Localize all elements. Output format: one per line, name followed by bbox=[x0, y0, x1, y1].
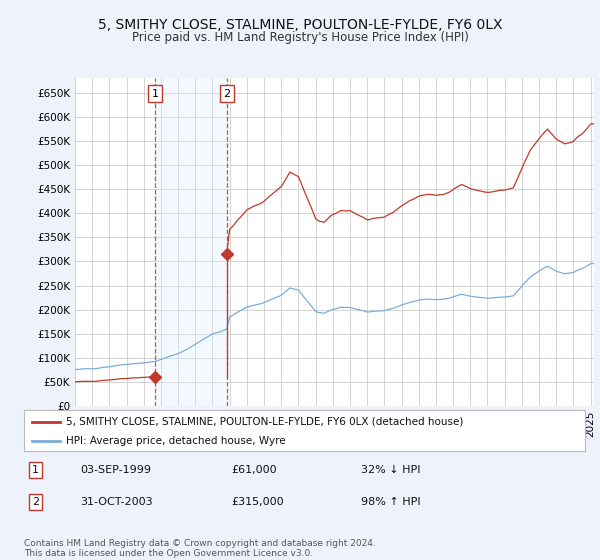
Text: 32% ↓ HPI: 32% ↓ HPI bbox=[361, 465, 420, 475]
Text: 2: 2 bbox=[223, 89, 230, 99]
Text: Price paid vs. HM Land Registry's House Price Index (HPI): Price paid vs. HM Land Registry's House … bbox=[131, 31, 469, 44]
Text: 2: 2 bbox=[32, 497, 39, 507]
Text: £315,000: £315,000 bbox=[232, 497, 284, 507]
Text: HPI: Average price, detached house, Wyre: HPI: Average price, detached house, Wyre bbox=[66, 436, 286, 446]
Text: 1: 1 bbox=[152, 89, 159, 99]
Text: 5, SMITHY CLOSE, STALMINE, POULTON-LE-FYLDE, FY6 0LX: 5, SMITHY CLOSE, STALMINE, POULTON-LE-FY… bbox=[98, 18, 502, 32]
Text: 1: 1 bbox=[32, 465, 39, 475]
Text: £61,000: £61,000 bbox=[232, 465, 277, 475]
Text: Contains HM Land Registry data © Crown copyright and database right 2024.
This d: Contains HM Land Registry data © Crown c… bbox=[24, 539, 376, 558]
Bar bbox=[155, 78, 227, 406]
Text: 31-OCT-2003: 31-OCT-2003 bbox=[80, 497, 153, 507]
Text: 98% ↑ HPI: 98% ↑ HPI bbox=[361, 497, 420, 507]
Text: 5, SMITHY CLOSE, STALMINE, POULTON-LE-FYLDE, FY6 0LX (detached house): 5, SMITHY CLOSE, STALMINE, POULTON-LE-FY… bbox=[66, 417, 463, 427]
Text: 03-SEP-1999: 03-SEP-1999 bbox=[80, 465, 151, 475]
